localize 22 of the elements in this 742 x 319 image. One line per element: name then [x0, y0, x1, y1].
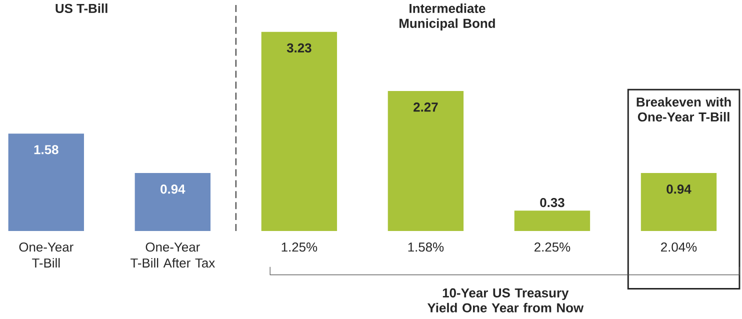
text: Intermediate Municipal Bond: [400, 4, 495, 31]
bar: [8, 134, 84, 232]
data-label: 1.58: [34, 145, 58, 154]
x-tick-label: One-Year T-Bill: [19, 242, 74, 268]
bar: [134, 173, 211, 232]
x-tick-label: 2.04%: [661, 242, 697, 252]
data-label: 2.27: [414, 102, 438, 112]
data-label: 0.94: [666, 184, 692, 194]
annotation: Breakeven with One-Year T-Bill: [636, 97, 731, 122]
bar: [388, 91, 464, 232]
bar: [514, 210, 590, 232]
bar: [640, 173, 717, 232]
bar: [261, 32, 338, 232]
data-label: 0.94: [160, 184, 186, 194]
text: 10-Year US Treasury Yield One Year from Now: [427, 288, 584, 313]
data-label: 3.23: [286, 44, 312, 53]
data-label: 0.33: [540, 198, 564, 208]
x-tick-label: 1.58%: [408, 242, 444, 252]
text: US T-Bill: [56, 4, 108, 14]
x-tick-label: One-Year T-Bill After Tax: [130, 242, 215, 268]
x-tick-label: 2.25%: [534, 242, 570, 252]
x-tick-label: 1.25%: [282, 242, 318, 252]
